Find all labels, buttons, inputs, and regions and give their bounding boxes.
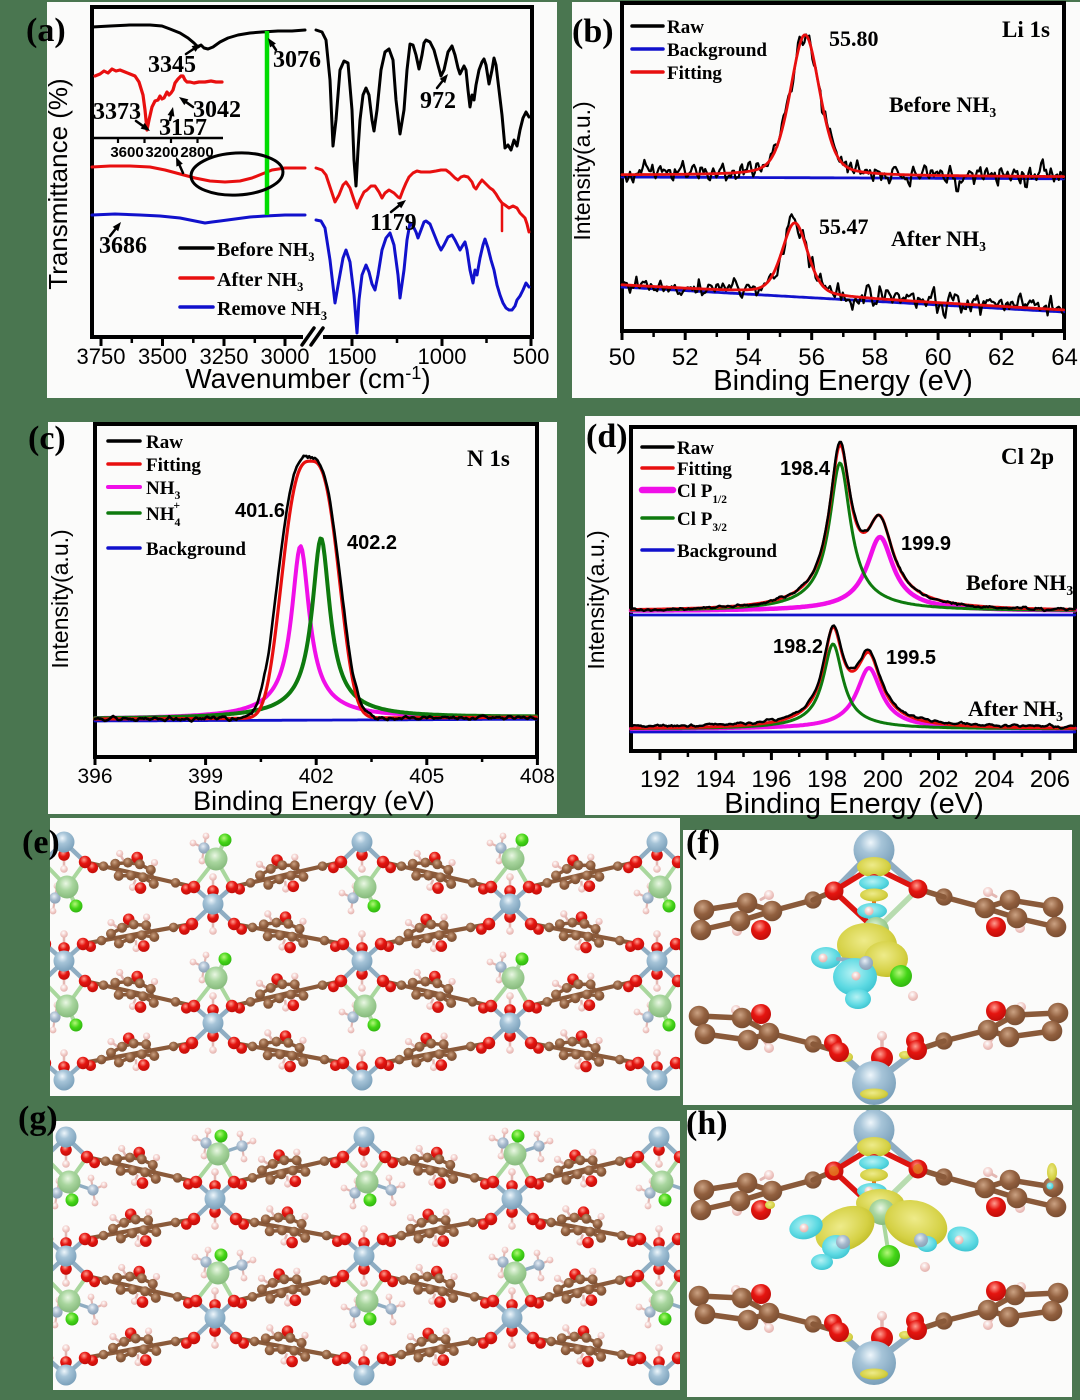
svg-text:Raw: Raw: [677, 438, 714, 459]
svg-text:Before NH3: Before NH3: [217, 239, 314, 264]
svg-text:(h): (h): [686, 1105, 728, 1142]
svg-text:Background: Background: [677, 541, 777, 562]
svg-text:(c): (c): [28, 420, 66, 457]
svg-text:402: 402: [299, 765, 334, 788]
svg-text:60: 60: [925, 344, 952, 371]
svg-text:Intensity(a.u.): Intensity(a.u.): [47, 529, 73, 668]
svg-text:(e): (e): [22, 824, 60, 861]
svg-text:Binding Energy (eV): Binding Energy (eV): [713, 365, 973, 397]
svg-text:500: 500: [513, 344, 550, 369]
svg-text:Raw: Raw: [667, 17, 704, 38]
svg-text:2800: 2800: [180, 144, 213, 161]
svg-text:52: 52: [672, 344, 699, 371]
svg-text:3157: 3157: [159, 115, 207, 141]
svg-text:3750: 3750: [77, 344, 126, 369]
svg-text:972: 972: [420, 88, 456, 114]
svg-text:1000: 1000: [418, 344, 467, 369]
svg-text:3345: 3345: [148, 52, 196, 78]
svg-text:192: 192: [640, 766, 680, 793]
svg-text:402.2: 402.2: [347, 532, 397, 554]
svg-text:198.4: 198.4: [780, 458, 831, 480]
svg-text:408: 408: [520, 765, 555, 788]
svg-text:56: 56: [798, 344, 825, 371]
svg-text:Background: Background: [667, 40, 767, 61]
svg-text:64: 64: [1051, 344, 1078, 371]
svg-text:(d): (d): [586, 418, 628, 455]
svg-text:Fitting: Fitting: [667, 63, 722, 84]
svg-text:194: 194: [696, 766, 736, 793]
svg-text:204: 204: [974, 766, 1014, 793]
svg-text:1179: 1179: [370, 210, 417, 236]
svg-text:(g): (g): [18, 1100, 58, 1137]
svg-text:1500: 1500: [328, 344, 377, 369]
svg-text:202: 202: [918, 766, 958, 793]
svg-text:Fitting: Fitting: [677, 459, 732, 480]
svg-text:After NH3: After NH3: [891, 226, 986, 254]
svg-text:54: 54: [735, 344, 762, 371]
svg-text:Binding Energy (eV): Binding Energy (eV): [724, 788, 984, 820]
svg-text:55.80: 55.80: [829, 26, 879, 51]
svg-text:199.9: 199.9: [901, 533, 951, 555]
svg-text:Intensity(a.u.): Intensity(a.u.): [569, 101, 595, 240]
svg-text:Remove NH3: Remove NH3: [217, 298, 327, 323]
svg-text:Transmittance (%): Transmittance (%): [43, 78, 73, 289]
svg-text:206: 206: [1030, 766, 1070, 793]
svg-text:Before NH3: Before NH3: [889, 92, 996, 120]
svg-text:Binding Energy (eV): Binding Energy (eV): [193, 786, 435, 816]
svg-text:3042: 3042: [193, 97, 241, 123]
svg-text:50: 50: [609, 344, 636, 371]
svg-text:198: 198: [807, 766, 847, 793]
svg-text:NH4+: NH4+: [146, 499, 181, 529]
svg-text:Intensity(a.u.): Intensity(a.u.): [583, 530, 609, 669]
svg-text:Fitting: Fitting: [146, 455, 201, 476]
svg-text:Before NH3: Before NH3: [966, 570, 1073, 598]
svg-text:Li 1s: Li 1s: [1002, 17, 1050, 42]
svg-text:N 1s: N 1s: [467, 446, 510, 471]
svg-text:(b): (b): [572, 13, 614, 50]
svg-text:3000: 3000: [261, 344, 310, 369]
svg-text:199.5: 199.5: [886, 647, 936, 669]
svg-text:Wavenumber (cm-1): Wavenumber (cm-1): [185, 363, 430, 394]
svg-text:196: 196: [751, 766, 791, 793]
svg-text:(a): (a): [26, 12, 66, 49]
svg-text:3200: 3200: [145, 144, 178, 161]
svg-text:After NH3: After NH3: [968, 696, 1063, 724]
svg-text:198.2: 198.2: [773, 636, 823, 658]
svg-text:Cl 2p: Cl 2p: [1001, 444, 1054, 469]
svg-text:3600: 3600: [110, 144, 143, 161]
svg-text:3076: 3076: [273, 47, 321, 73]
svg-text:62: 62: [988, 344, 1015, 371]
svg-text:401.6: 401.6: [235, 500, 285, 522]
svg-text:After NH3: After NH3: [217, 269, 303, 294]
svg-text:NH3: NH3: [146, 478, 181, 502]
svg-text:Raw: Raw: [146, 432, 183, 453]
svg-text:399: 399: [188, 765, 223, 788]
svg-text:55.47: 55.47: [819, 214, 869, 239]
svg-text:3686: 3686: [99, 233, 147, 259]
svg-text:3500: 3500: [138, 344, 187, 369]
svg-text:3373: 3373: [93, 99, 141, 125]
svg-text:(f): (f): [686, 824, 720, 861]
svg-text:405: 405: [409, 765, 444, 788]
svg-text:Background: Background: [146, 539, 246, 560]
svg-text:396: 396: [77, 765, 112, 788]
svg-text:58: 58: [862, 344, 889, 371]
svg-text:3250: 3250: [200, 344, 249, 369]
svg-text:200: 200: [863, 766, 903, 793]
